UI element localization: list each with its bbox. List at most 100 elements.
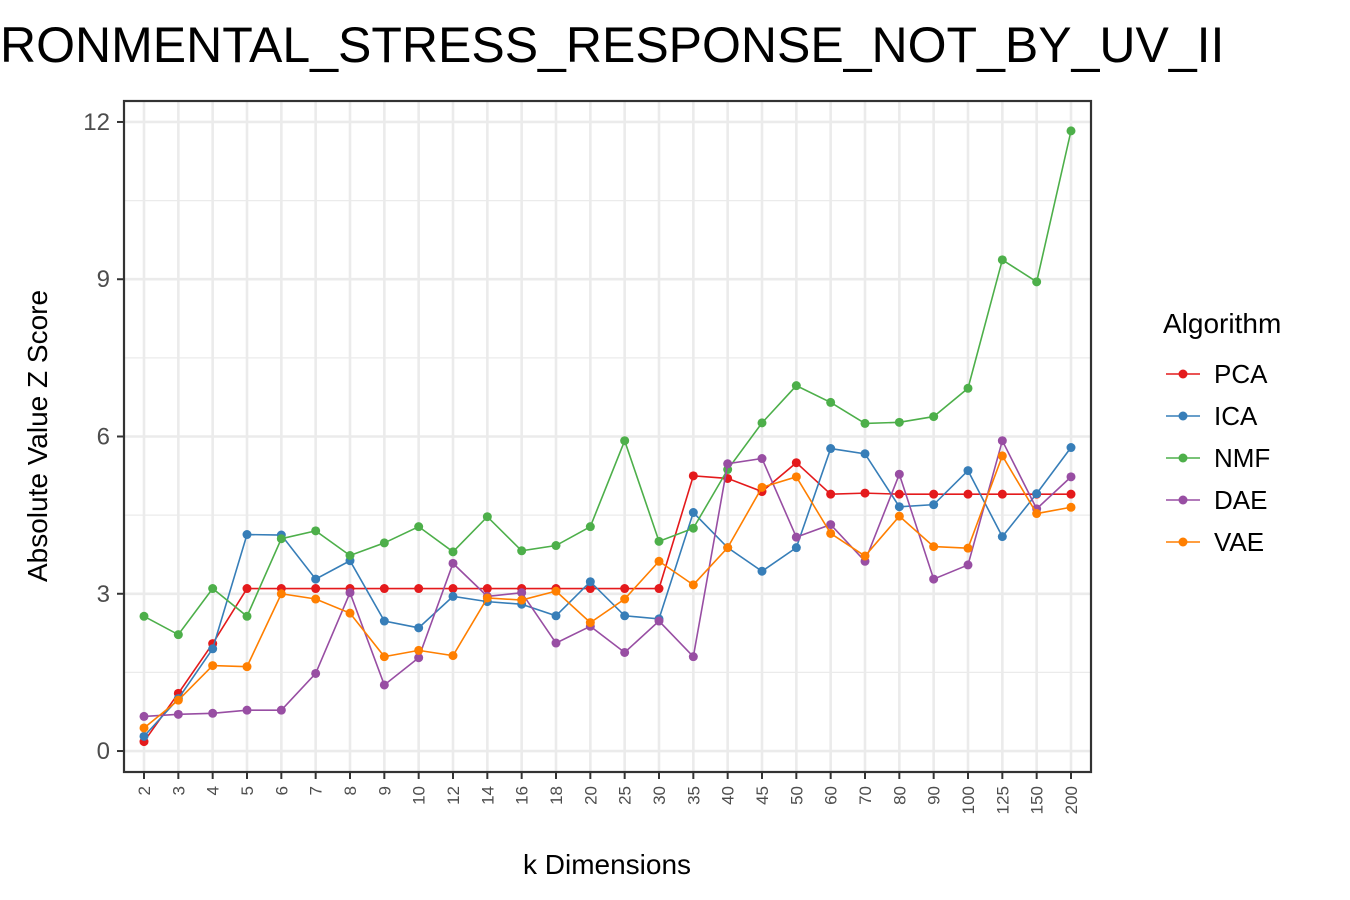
data-point-dae (208, 708, 218, 718)
data-point-pca (311, 584, 321, 594)
x-tick-label: 60 (822, 786, 841, 805)
x-tick-label: 3 (169, 786, 188, 795)
data-point-ica (585, 577, 595, 587)
data-point-dae (620, 647, 630, 657)
data-point-dae (894, 469, 904, 479)
data-point-ica (311, 574, 321, 584)
data-point-vae (688, 580, 698, 590)
data-point-vae (208, 661, 218, 671)
data-point-nmf (688, 523, 698, 533)
x-tick-label: 30 (650, 786, 669, 805)
data-point-ica (414, 623, 424, 633)
data-point-nmf (894, 417, 904, 427)
data-point-vae (345, 608, 355, 618)
data-point-dae (345, 588, 355, 598)
data-point-nmf (654, 536, 664, 546)
data-point-pca (997, 489, 1007, 499)
data-point-nmf (860, 418, 870, 428)
data-point-nmf (242, 611, 252, 621)
data-point-vae (860, 551, 870, 561)
plot-panel (122, 99, 1093, 774)
data-point-pca (654, 584, 664, 594)
data-point-vae (276, 589, 286, 599)
x-tick-label: 12 (444, 786, 463, 805)
x-axis-title: k Dimensions (523, 849, 691, 880)
data-point-dae (997, 436, 1007, 446)
data-point-vae (414, 645, 424, 655)
series-line-ica (143, 447, 1072, 737)
data-point-nmf (379, 538, 389, 548)
legend-key-point (1178, 411, 1188, 421)
series-line-dae (143, 438, 1072, 718)
data-point-dae (688, 652, 698, 662)
data-point-pca (585, 584, 595, 594)
x-tick-label: 25 (616, 786, 635, 805)
x-tick-label: 4 (204, 786, 223, 795)
x-tick-label: 10 (410, 786, 429, 805)
data-point-vae (997, 451, 1007, 461)
data-point-nmf (345, 550, 355, 560)
data-point-vae (173, 695, 183, 705)
data-point-nmf (620, 436, 630, 446)
data-point-nmf (208, 584, 218, 594)
data-point-nmf (311, 526, 321, 536)
data-point-dae (448, 558, 458, 568)
data-point-vae (620, 594, 630, 604)
x-tick-label: 18 (547, 786, 566, 805)
data-point-vae (1032, 509, 1042, 519)
series-line-vae (143, 454, 1072, 729)
data-point-nmf (997, 255, 1007, 265)
data-point-dae (826, 520, 836, 530)
data-point-nmf (791, 381, 801, 391)
legend-label: PCA (1214, 359, 1268, 389)
data-point-dae (242, 705, 252, 715)
data-point-ica (894, 502, 904, 512)
data-point-nmf (139, 611, 149, 621)
data-point-pca (482, 584, 492, 594)
data-point-nmf (757, 418, 767, 428)
data-point-dae (276, 705, 286, 715)
x-tick-label: 100 (959, 786, 978, 814)
data-point-ica (551, 611, 561, 621)
y-tick-label: 9 (97, 266, 110, 293)
series-pca (139, 458, 1076, 747)
data-point-nmf (414, 522, 424, 532)
y-tick-label: 3 (97, 581, 110, 608)
data-point-ica (791, 543, 801, 553)
data-point-vae (551, 586, 561, 596)
data-point-pca (791, 458, 801, 468)
data-point-nmf (482, 512, 492, 522)
data-point-dae (1066, 472, 1076, 482)
series-dae (139, 436, 1076, 721)
data-point-dae (139, 711, 149, 721)
data-point-nmf (551, 541, 561, 551)
legend: Algorithm PCA ICA NMF DAE VAE (1163, 308, 1281, 557)
data-point-ica (929, 500, 939, 510)
x-tick-label: 20 (581, 786, 600, 805)
data-point-pca (242, 584, 252, 594)
data-point-pca (826, 489, 836, 499)
data-point-pca (448, 584, 458, 594)
data-point-ica (139, 731, 149, 741)
legend-item-pca: PCA (1166, 359, 1268, 389)
x-tick-label: 6 (272, 786, 291, 795)
data-point-pca (963, 489, 973, 499)
data-point-vae (311, 594, 321, 604)
data-point-nmf (1066, 126, 1076, 136)
data-point-ica (997, 532, 1007, 542)
data-point-nmf (929, 412, 939, 422)
data-point-dae (963, 560, 973, 570)
legend-item-ica: ICA (1166, 401, 1258, 431)
data-point-pca (929, 489, 939, 499)
x-tick-label: 7 (307, 786, 326, 795)
data-point-vae (379, 652, 389, 662)
series-nmf (139, 126, 1076, 640)
data-point-nmf (517, 546, 527, 556)
legend-label: NMF (1214, 443, 1270, 473)
y-tick-label: 0 (97, 738, 110, 765)
data-point-ica (860, 449, 870, 459)
data-point-ica (1066, 443, 1076, 453)
series-vae (139, 451, 1076, 733)
data-point-dae (791, 532, 801, 542)
legend-key-point (1178, 495, 1188, 505)
